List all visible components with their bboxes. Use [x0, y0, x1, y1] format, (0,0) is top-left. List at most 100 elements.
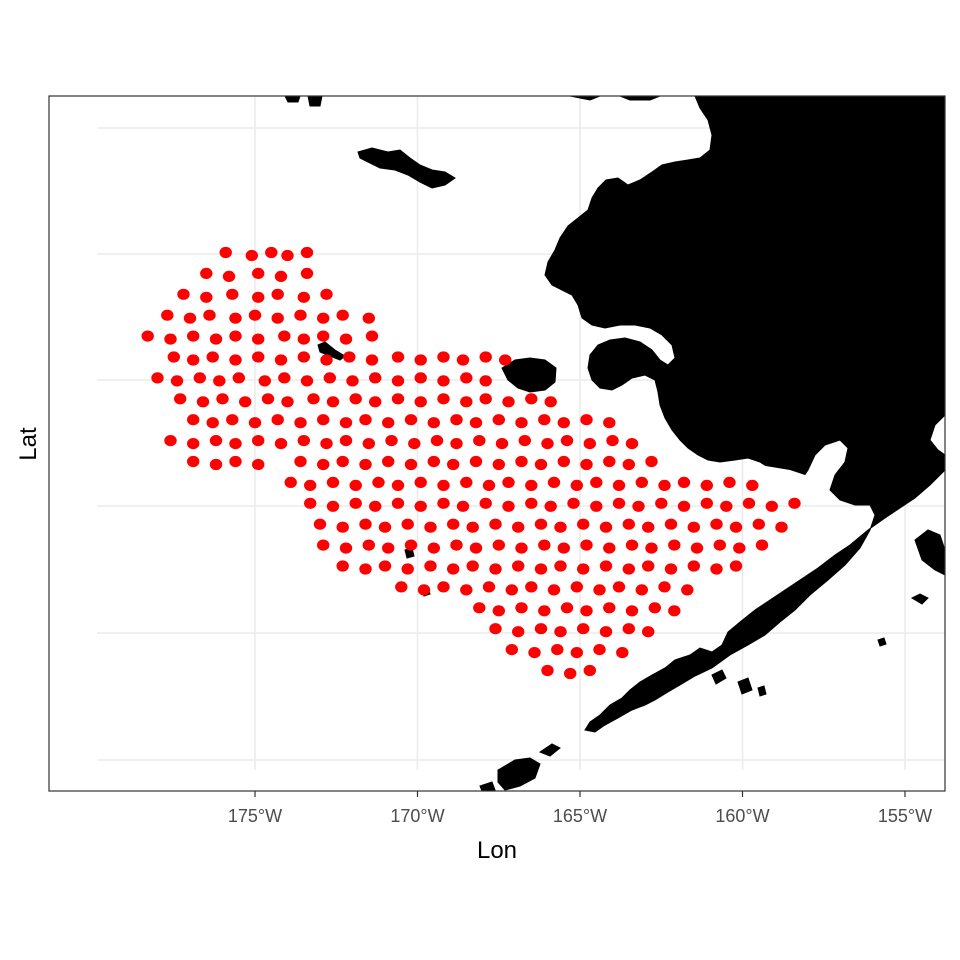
station-point: [343, 351, 356, 363]
station-point: [141, 330, 154, 342]
station-point: [193, 372, 206, 384]
station-point: [603, 542, 616, 554]
station-point: [284, 476, 297, 488]
station-point: [534, 518, 548, 530]
station-point: [427, 455, 440, 468]
station-point: [460, 476, 473, 488]
station-point: [414, 354, 427, 366]
station-point: [349, 393, 362, 405]
station-point: [209, 435, 223, 447]
station-point: [603, 417, 616, 429]
station-point: [437, 393, 450, 405]
station-point: [346, 375, 359, 387]
station-point: [479, 393, 492, 405]
station-point: [274, 270, 288, 282]
station-point: [339, 417, 353, 429]
station-point: [239, 396, 252, 408]
station-point: [245, 249, 258, 262]
station-point: [391, 497, 405, 509]
station-point: [349, 479, 362, 491]
station-point: [557, 455, 570, 468]
x-axis-title: Lon: [477, 837, 517, 864]
station-point: [281, 396, 294, 408]
station-point: [317, 330, 330, 342]
station-point: [391, 479, 405, 491]
station-point: [414, 396, 427, 408]
station-point: [401, 563, 414, 575]
station-point: [534, 563, 548, 575]
station-point: [372, 476, 385, 488]
station-point: [616, 647, 629, 659]
station-point: [664, 518, 678, 530]
station-point: [417, 584, 431, 596]
station-point: [447, 563, 460, 575]
station-point: [479, 497, 492, 509]
panel-border: [48, 95, 946, 792]
station-point: [512, 521, 525, 533]
station-point: [229, 455, 242, 468]
station-point: [297, 435, 310, 447]
station-point: [551, 644, 564, 656]
shumagin-3: [757, 685, 767, 697]
station-point: [482, 479, 496, 491]
station-point: [300, 267, 314, 279]
station-point: [577, 518, 590, 530]
station-point: [544, 500, 557, 512]
station-point: [404, 458, 418, 471]
station-point: [248, 309, 262, 321]
station-point: [492, 414, 505, 426]
x-tick-label-2: 165°W: [553, 806, 607, 826]
station-point: [469, 455, 483, 468]
station-point: [437, 479, 450, 491]
top-island-2: [307, 96, 323, 107]
station-point: [174, 393, 187, 405]
station-point: [622, 458, 635, 471]
station-point: [580, 605, 593, 617]
station-point: [369, 372, 382, 384]
x-tick-label-3: 160°W: [715, 806, 769, 826]
station-point: [515, 602, 528, 614]
station-point: [317, 458, 330, 471]
station-point: [170, 375, 184, 387]
top-island-3: [569, 96, 601, 101]
survey-stations: [141, 246, 801, 680]
station-point: [391, 351, 405, 363]
station-point: [603, 602, 616, 614]
station-point: [447, 518, 460, 530]
station-point: [554, 521, 567, 533]
station-point: [414, 372, 427, 384]
station-point: [248, 417, 262, 429]
station-point: [583, 438, 596, 450]
y-axis-title: Lat: [15, 427, 42, 461]
station-point: [222, 270, 236, 282]
station-point: [499, 354, 512, 366]
station-point: [437, 581, 450, 593]
station-point: [362, 312, 375, 324]
station-point: [557, 417, 570, 429]
station-point: [382, 417, 395, 429]
station-point: [359, 563, 372, 575]
station-point: [456, 500, 470, 512]
station-point: [473, 602, 486, 614]
station-point: [642, 626, 655, 638]
station-point: [187, 354, 200, 366]
station-point: [492, 539, 505, 551]
station-point: [226, 414, 239, 426]
station-point: [593, 644, 606, 656]
station-point: [482, 581, 496, 593]
kodiak-fragment: [914, 529, 945, 576]
station-point: [297, 333, 310, 345]
station-point: [570, 647, 583, 659]
station-point: [577, 563, 590, 575]
station-point: [304, 479, 317, 491]
station-point: [336, 309, 349, 321]
station-point: [723, 476, 736, 488]
station-point: [339, 333, 353, 345]
station-point: [317, 312, 330, 324]
station-point: [229, 312, 242, 324]
station-point: [580, 458, 593, 471]
station-point: [642, 560, 655, 572]
station-point: [642, 521, 655, 533]
station-point: [538, 605, 551, 617]
station-point: [232, 372, 245, 384]
